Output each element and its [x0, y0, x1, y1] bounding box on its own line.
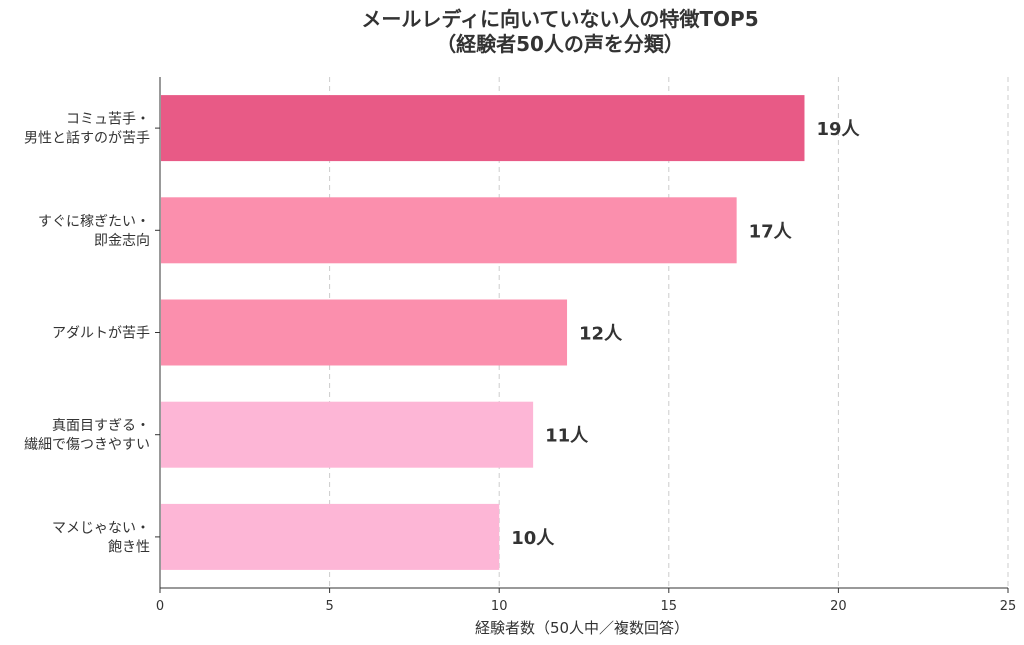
- category-label-line: 男性と話すのが苦手: [24, 130, 150, 147]
- chart-subtitle: （経験者50人の声を分類）: [436, 32, 684, 56]
- x-tick-label: 0: [156, 599, 164, 614]
- x-tick-label: 20: [830, 599, 847, 614]
- value-labels-group: 19人 17人 12人 11人 10人: [511, 119, 860, 549]
- category-label-line: コミュ苦手・: [66, 112, 150, 128]
- grid-lines: [329, 77, 1009, 588]
- bar: [161, 299, 568, 366]
- category-label-line: 繊細で傷つきやすい: [24, 437, 150, 453]
- bar: [161, 197, 737, 264]
- category-label-line: 即金志向: [94, 233, 150, 249]
- bars-group: [161, 95, 805, 570]
- category-label-line: 真面目すぎる・: [52, 418, 150, 434]
- category-labels-group: コミュ苦手・男性と話すのが苦手すぐに稼ぎたい・即金志向アダルトが苦手真面目すぎる…: [24, 112, 160, 555]
- x-tick-label: 5: [325, 599, 333, 614]
- chart-title: メールレディに向いていない人の特徴TOP5: [361, 7, 758, 31]
- data-label: 19人: [816, 119, 860, 140]
- x-axis-label: 経験者数（50人中／複数回答）: [475, 619, 689, 637]
- category-label-line: アダルトが苦手: [52, 326, 150, 342]
- category-label-line: マメじゃない・: [52, 520, 150, 536]
- bar: [161, 95, 805, 162]
- category-label: 真面目すぎる・繊細で傷つきやすい: [24, 418, 150, 453]
- x-tick-label: 25: [1000, 599, 1017, 614]
- category-label-line: すぐに稼ぎたい・: [38, 214, 150, 230]
- data-label: 10人: [511, 528, 555, 549]
- x-axis: 0 5 10 15 20 25: [156, 77, 1016, 614]
- category-label: すぐに稼ぎたい・即金志向: [38, 214, 150, 249]
- category-label: アダルトが苦手: [52, 326, 150, 342]
- bar: [161, 503, 500, 570]
- data-label: 17人: [749, 221, 793, 242]
- bar: [161, 401, 534, 468]
- data-label: 12人: [579, 324, 623, 345]
- category-label: マメじゃない・飽き性: [52, 520, 150, 555]
- data-label: 11人: [545, 426, 589, 447]
- category-label: コミュ苦手・男性と話すのが苦手: [24, 112, 150, 147]
- category-label-line: 飽き性: [108, 538, 150, 555]
- x-tick-label: 10: [491, 599, 508, 614]
- x-tick-label: 15: [661, 599, 678, 614]
